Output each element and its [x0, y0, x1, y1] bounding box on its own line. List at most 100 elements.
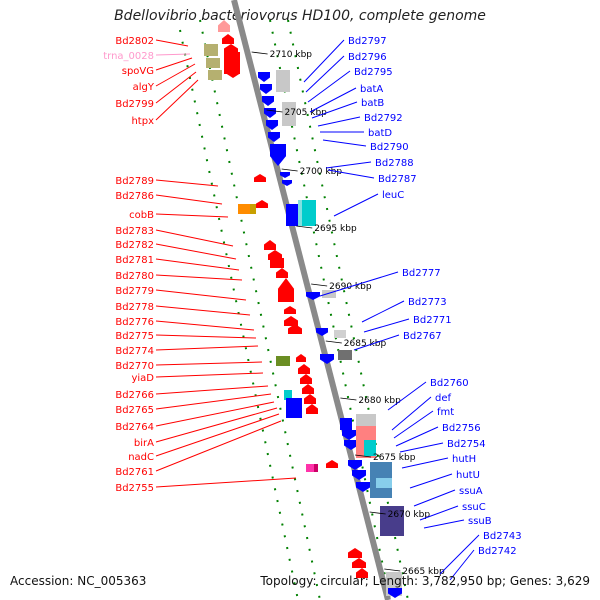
gene-arrow[interactable]: [316, 328, 328, 336]
gene-label-bd2771[interactable]: Bd2771: [413, 315, 452, 326]
gene-arrow[interactable]: [356, 568, 368, 578]
gene-label-bira[interactable]: birA: [134, 438, 154, 449]
gene-label-batb[interactable]: batB: [361, 98, 384, 109]
gene-label-nadc[interactable]: nadC: [128, 452, 154, 463]
gene-arrow[interactable]: [258, 72, 270, 82]
gene-label-def[interactable]: def: [435, 393, 452, 404]
gene-label-bd2795[interactable]: Bd2795: [354, 67, 393, 78]
gene-label-bd2778[interactable]: Bd2778: [115, 302, 154, 313]
gene-label-bd2760[interactable]: Bd2760: [430, 378, 469, 389]
gene-arrow[interactable]: [320, 354, 334, 364]
gene-label-spovg[interactable]: spoVG: [122, 66, 154, 77]
gene-block[interactable]: [276, 356, 290, 366]
gene-block[interactable]: [208, 70, 222, 80]
gene-label-bd2775[interactable]: Bd2775: [115, 331, 154, 342]
gene-label-huth[interactable]: hutH: [452, 454, 476, 465]
gene-label-bd2777[interactable]: Bd2777: [402, 268, 441, 279]
gene-label-ssub[interactable]: ssuB: [468, 516, 492, 527]
gene-label-bd2797[interactable]: Bd2797: [348, 36, 387, 47]
gene-label-fmt[interactable]: fmt: [437, 407, 454, 418]
gene-arrow[interactable]: [270, 144, 286, 166]
gene-arrow[interactable]: [218, 20, 230, 32]
gene-label-bd2788[interactable]: Bd2788: [375, 158, 414, 169]
gene-arrow[interactable]: [306, 292, 320, 300]
gene-arrow[interactable]: [348, 548, 362, 558]
gene-block[interactable]: [250, 204, 256, 214]
gene-label-cobb[interactable]: cobB: [129, 210, 154, 221]
gene-arrow[interactable]: [282, 180, 292, 186]
gene-label-bd2789[interactable]: Bd2789: [115, 176, 154, 187]
gene-arrow[interactable]: [348, 460, 362, 470]
gene-label-bd2783[interactable]: Bd2783: [115, 226, 154, 237]
gene-block[interactable]: [238, 204, 252, 214]
gene-label-bd2755[interactable]: Bd2755: [115, 483, 154, 494]
gene-label-ssua[interactable]: ssuA: [459, 486, 483, 497]
gene-label-bd2779[interactable]: Bd2779: [115, 286, 154, 297]
gene-arrow[interactable]: [304, 394, 316, 404]
gene-block[interactable]: [364, 440, 376, 456]
gene-block[interactable]: [286, 204, 300, 226]
gene-arrow[interactable]: [224, 44, 238, 54]
gene-label-algy[interactable]: algY: [133, 82, 155, 93]
gene-label-bata[interactable]: batA: [360, 84, 383, 95]
gene-arrow[interactable]: [356, 482, 370, 492]
gene-block[interactable]: [334, 330, 346, 338]
gene-label-bd2766[interactable]: Bd2766: [115, 390, 154, 401]
gene-label-bd2765[interactable]: Bd2765: [115, 405, 154, 416]
gene-label-htpx[interactable]: htpx: [131, 116, 154, 127]
gene-arrow[interactable]: [276, 268, 288, 278]
gene-label-bd2790[interactable]: Bd2790: [370, 142, 409, 153]
gene-arrow[interactable]: [222, 34, 234, 44]
gene-arrow[interactable]: [326, 460, 338, 468]
gene-label-bd2756[interactable]: Bd2756: [442, 423, 481, 434]
gene-block[interactable]: [302, 200, 316, 226]
gene-arrow[interactable]: [264, 240, 276, 250]
gene-label-bd2754[interactable]: Bd2754: [447, 439, 486, 450]
gene-arrow[interactable]: [256, 200, 268, 208]
gene-label-ssuc[interactable]: ssuC: [462, 502, 486, 513]
gene-arrow[interactable]: [298, 364, 310, 374]
gene-block[interactable]: [306, 464, 314, 472]
gene-arrow[interactable]: [300, 374, 312, 384]
gene-label-bd2780[interactable]: Bd2780: [115, 271, 154, 282]
gene-arrow[interactable]: [268, 132, 280, 142]
gene-block[interactable]: [284, 390, 292, 400]
gene-arrow[interactable]: [302, 384, 314, 394]
gene-label-hutu[interactable]: hutU: [456, 470, 480, 481]
gene-label-bd2770[interactable]: Bd2770: [115, 361, 154, 372]
gene-block[interactable]: [282, 102, 296, 126]
gene-arrow[interactable]: [254, 174, 266, 182]
gene-label-bd2786[interactable]: Bd2786: [115, 191, 154, 202]
gene-arrow[interactable]: [280, 172, 290, 178]
gene-label-trna_0028[interactable]: trna_0028: [103, 51, 154, 62]
gene-label-bd2802[interactable]: Bd2802: [115, 36, 154, 47]
gene-block[interactable]: [322, 290, 336, 298]
gene-label-bd2764[interactable]: Bd2764: [115, 422, 154, 433]
gene-label-bd2796[interactable]: Bd2796: [348, 52, 387, 63]
gene-label-bd2743[interactable]: Bd2743: [483, 531, 522, 542]
gene-block[interactable]: [340, 418, 352, 430]
gene-label-bd2787[interactable]: Bd2787: [378, 174, 417, 185]
gene-label-bd2781[interactable]: Bd2781: [115, 255, 154, 266]
gene-arrow[interactable]: [352, 470, 366, 480]
gene-label-bd2773[interactable]: Bd2773: [408, 297, 447, 308]
gene-label-yiad[interactable]: yiaD: [131, 373, 154, 384]
gene-arrow[interactable]: [284, 306, 296, 314]
gene-block[interactable]: [314, 464, 318, 472]
gene-block[interactable]: [206, 58, 220, 68]
gene-arrow[interactable]: [388, 588, 402, 598]
gene-arrow[interactable]: [288, 324, 302, 334]
gene-block[interactable]: [204, 44, 218, 56]
gene-block[interactable]: [356, 414, 376, 426]
gene-block[interactable]: [380, 506, 404, 536]
gene-arrow[interactable]: [352, 558, 366, 568]
gene-arrow[interactable]: [342, 430, 356, 440]
gene-arrow[interactable]: [306, 404, 318, 414]
gene-label-bd2799[interactable]: Bd2799: [115, 99, 154, 110]
gene-block[interactable]: [338, 350, 352, 360]
gene-arrow[interactable]: [226, 68, 240, 78]
gene-block[interactable]: [298, 200, 302, 226]
gene-arrow[interactable]: [296, 354, 306, 362]
gene-label-bd2792[interactable]: Bd2792: [364, 113, 403, 124]
gene-block[interactable]: [276, 70, 290, 92]
